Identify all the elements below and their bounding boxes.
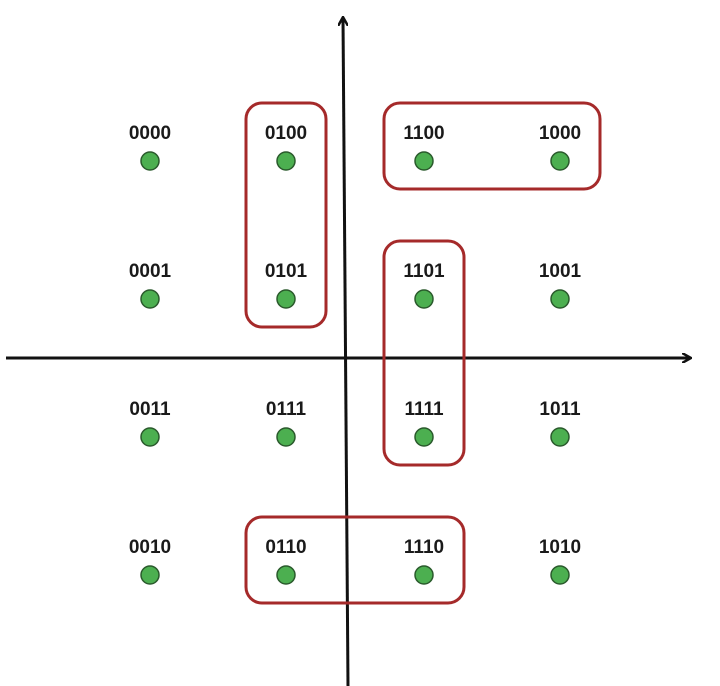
constellation-point-1100: 1100 (403, 123, 445, 171)
point-label: 0111 (266, 399, 307, 420)
axes (6, 18, 690, 686)
point-dot (276, 289, 296, 309)
point-dot (140, 565, 160, 585)
point-label: 0100 (265, 123, 307, 144)
point-label: 1111 (404, 399, 444, 420)
point-dot (276, 565, 296, 585)
constellation-point-1111: 1111 (404, 399, 444, 447)
point-label: 1100 (403, 123, 444, 144)
point-label: 1010 (539, 537, 581, 558)
point-dot (140, 289, 160, 309)
constellation-point-0010: 0010 (129, 537, 171, 585)
point-label: 1000 (539, 123, 581, 144)
point-dot (550, 151, 570, 171)
constellation-point-0100: 0100 (265, 123, 307, 171)
group-1101-1111-box (382, 239, 466, 467)
point-label: 1110 (404, 537, 444, 558)
point-dot (414, 289, 434, 309)
y-axis (343, 18, 350, 686)
constellation-point-0101: 0101 (265, 261, 308, 309)
constellation-point-1001: 1001 (539, 261, 582, 309)
group-1100-1000-box (382, 101, 602, 191)
point-label: 0110 (265, 537, 306, 558)
point-label: 0101 (265, 261, 308, 282)
point-label: 1001 (539, 261, 582, 282)
constellation-point-0110: 0110 (265, 537, 307, 585)
constellation-point-1010: 1010 (539, 537, 581, 585)
constellation-point-0001: 0001 (129, 261, 172, 309)
group-0110-1110-box (244, 515, 466, 605)
constellation-point-1110: 1110 (404, 537, 444, 585)
point-label: 1101 (403, 261, 445, 282)
point-label: 0000 (129, 123, 171, 144)
point-dot (550, 427, 570, 447)
constellation-point-1101: 1101 (403, 261, 445, 309)
point-label: 0001 (129, 261, 172, 282)
point-dot (414, 151, 434, 171)
constellation-points: 0000 0100 1100 1000 0001 0101 1101 1001 0011 0111… (129, 123, 582, 585)
point-dot (276, 427, 296, 447)
point-label: 0011 (129, 399, 171, 420)
point-label: 1011 (539, 399, 581, 420)
point-dot (550, 289, 570, 309)
point-dot (276, 151, 296, 171)
group-boxes (244, 101, 602, 605)
point-dot (550, 565, 570, 585)
constellation-point-0111: 0111 (266, 399, 307, 447)
group-0100-0101-box (244, 101, 328, 329)
point-dot (140, 151, 160, 171)
point-label: 0010 (129, 537, 171, 558)
point-dot (414, 565, 434, 585)
point-dot (414, 427, 434, 447)
point-dot (140, 427, 160, 447)
constellation-point-0000: 0000 (129, 123, 171, 171)
constellation-point-1000: 1000 (539, 123, 581, 171)
constellation-point-0011: 0011 (129, 399, 171, 447)
constellation-point-1011: 1011 (539, 399, 581, 447)
